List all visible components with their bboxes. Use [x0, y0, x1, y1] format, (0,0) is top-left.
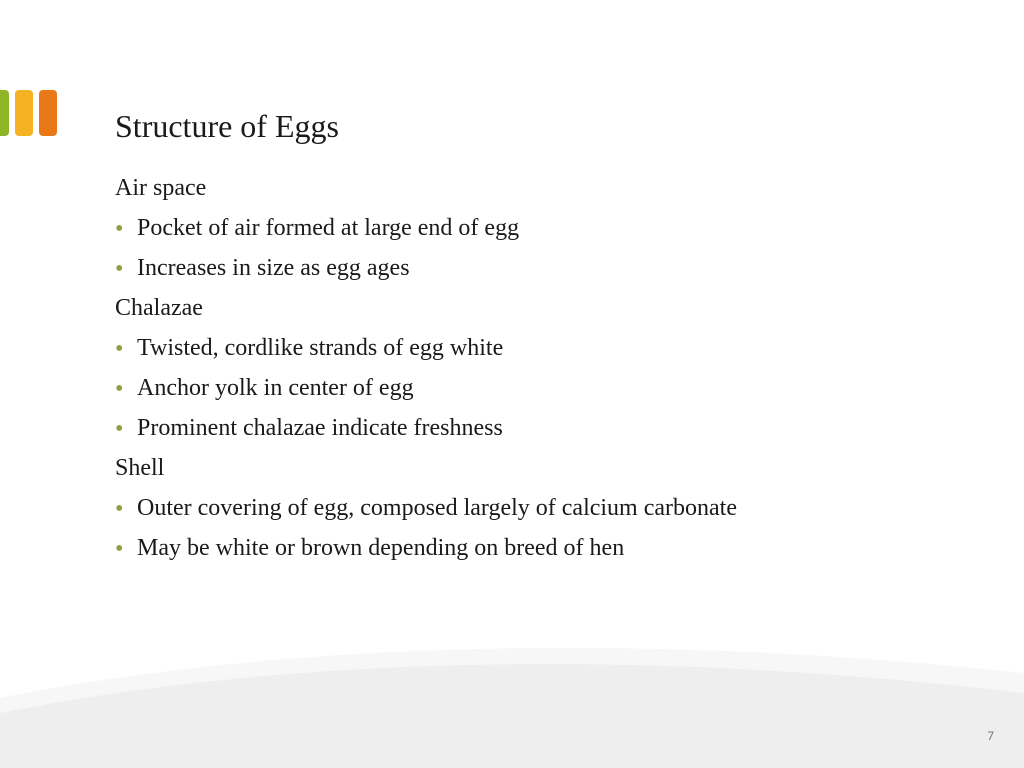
bullet-item: •Pocket of air formed at large end of eg…: [115, 213, 935, 243]
slide-content: Structure of Eggs Air space•Pocket of ai…: [115, 108, 935, 573]
section-label: Shell: [115, 453, 935, 483]
bullet-dot-icon: •: [115, 254, 137, 284]
bullet-dot-icon: •: [115, 334, 137, 364]
bullet-text: May be white or brown depending on breed…: [137, 533, 935, 563]
bullet-text: Twisted, cordlike strands of egg white: [137, 333, 935, 363]
bullet-dot-icon: •: [115, 374, 137, 404]
bullet-item: •May be white or brown depending on bree…: [115, 533, 935, 563]
slide-body: Air space•Pocket of air formed at large …: [115, 173, 935, 563]
bullet-text: Prominent chalazae indicate freshness: [137, 413, 935, 443]
section-label: Air space: [115, 173, 935, 203]
bullet-text: Increases in size as egg ages: [137, 253, 935, 283]
bullet-text: Outer covering of egg, composed largely …: [137, 493, 935, 523]
accent-bar-1: [15, 90, 33, 136]
slide-title: Structure of Eggs: [115, 108, 935, 145]
bullet-item: •Outer covering of egg, composed largely…: [115, 493, 935, 523]
section-label: Chalazae: [115, 293, 935, 323]
accent-bar-0: [0, 90, 9, 136]
accent-bar-2: [39, 90, 57, 136]
bullet-text: Pocket of air formed at large end of egg: [137, 213, 935, 243]
background-swoosh: [0, 618, 1024, 768]
bullet-item: •Anchor yolk in center of egg: [115, 373, 935, 403]
bullet-item: •Twisted, cordlike strands of egg white: [115, 333, 935, 363]
accent-bars: [0, 90, 57, 136]
bullet-text: Anchor yolk in center of egg: [137, 373, 935, 403]
bullet-item: •Prominent chalazae indicate freshness: [115, 413, 935, 443]
page-number: 7: [987, 729, 994, 744]
bullet-dot-icon: •: [115, 534, 137, 564]
bullet-dot-icon: •: [115, 494, 137, 524]
bullet-dot-icon: •: [115, 414, 137, 444]
bullet-dot-icon: •: [115, 214, 137, 244]
bullet-item: •Increases in size as egg ages: [115, 253, 935, 283]
